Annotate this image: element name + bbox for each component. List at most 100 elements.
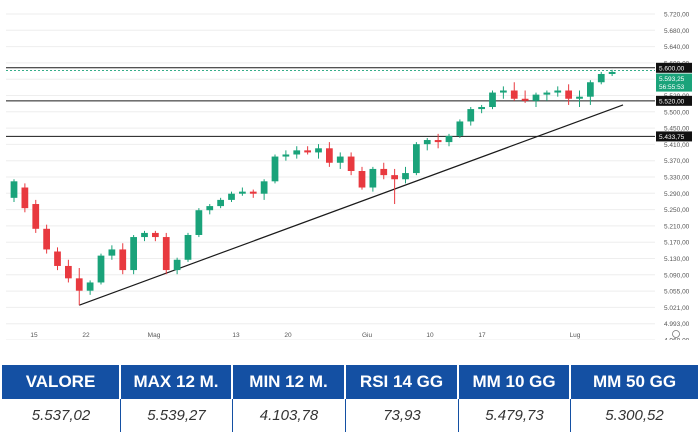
candle-up [228,191,235,202]
y-tick-label: 5.680,00 [664,28,690,35]
grid-lines [6,13,655,340]
candle-up [500,86,507,99]
candle-body [282,154,290,157]
candle-up [413,142,420,176]
y-tick-label: 5.330,00 [664,175,690,182]
price-tag-sublabel: 56:55:53 [659,84,685,91]
level-tag-label: 5.433,75 [659,134,685,141]
y-tick-label: 5.250,00 [664,207,690,214]
stats-value-row: 5.537,02 5.539,27 4.103,78 73,93 5.479,7… [2,399,698,432]
candle-up [587,80,594,105]
candle-body [304,150,311,153]
y-tick-label: 5.290,00 [664,191,690,198]
candle-up [86,280,94,295]
candle-up [369,166,377,192]
candle-up [467,107,475,126]
candle-body [510,90,518,99]
candle-body [467,109,475,122]
candle-body [434,140,442,143]
value-rsi-14gg: 73,93 [346,399,459,432]
level-tag [656,131,692,142]
candle-body [391,175,398,180]
candle-down [43,224,50,254]
candle-down [565,84,572,105]
candlestick-chart: 5.720,005.680,005.640,005.600,005.560,00… [6,12,692,341]
y-tick-label: 5.410,00 [664,142,690,149]
candle-down [32,199,40,233]
y-tick-label: 5.640,00 [664,44,690,51]
candle-body [21,187,29,209]
value-valore: 5.537,02 [2,399,121,432]
candle-up [10,179,18,202]
level-tag [656,95,692,106]
level-tag-label: 5.600,00 [659,65,685,72]
x-tick-label: 10 [426,332,434,339]
header-mm-10gg: MM 10 GG [459,365,571,399]
candle-body [543,92,551,95]
candle-down [358,166,366,190]
x-tick-label: Lug [570,332,581,339]
y-tick-label: 4.993,00 [664,321,690,328]
trendline [79,104,624,306]
x-tick-label: Giu [362,332,373,339]
candle-body [565,90,572,99]
candle-body [239,191,246,194]
candle-down [391,168,398,205]
candle-body [576,96,583,99]
x-axis: 15 22 Mag 13 20 Giu 10 17 Lug [30,330,680,339]
candle-up [97,253,105,285]
price-tag [656,73,692,92]
candle-body [587,82,594,97]
candle-body [141,232,148,238]
candle-body [97,255,105,283]
y-axis: 5.720,005.680,005.640,005.600,005.560,00… [664,12,690,341]
x-tick-label: 22 [82,332,90,339]
candle-body [195,210,203,235]
candle-body [173,259,181,271]
candle-body [532,94,540,101]
candle-body [369,168,377,188]
candle-up [423,137,431,151]
candle-down [162,232,170,275]
y-tick-label: 5.500,00 [664,109,690,116]
header-rsi-14gg: RSI 14 GG [346,365,459,399]
candle-up [217,197,224,209]
candle-up [141,230,148,242]
candle-body [315,148,322,153]
candles [10,69,616,306]
candle-down [304,146,311,155]
candle-up [336,152,344,169]
candle-down [510,82,518,101]
stats-table: VALORE MAX 12 M. MIN 12 M. RSI 14 GG MM … [2,365,698,432]
candle-up [282,150,290,161]
candle-up [543,90,551,101]
candle-up [293,146,301,159]
y-tick-label: 5.130,00 [664,256,690,263]
candle-body [597,73,605,83]
candle-up [239,187,246,196]
candle-up [130,234,137,275]
candle-body [608,71,616,74]
value-max-12m: 5.539,27 [121,399,233,432]
candle-up [554,86,562,97]
candle-up [576,90,583,108]
candle-up [315,144,322,159]
candle-body [402,173,409,180]
candle-up [597,71,605,85]
candle-up [608,69,616,77]
candle-up [456,119,464,138]
candle-up [184,232,192,262]
candle-body [249,191,257,194]
gear-icon [672,330,680,338]
candle-body [130,237,137,271]
x-tick-label: 15 [30,332,38,339]
candle-body [271,156,279,182]
candle-down [326,142,333,167]
candle-body [43,228,50,250]
candle-up [445,133,453,147]
candle-body [456,121,464,136]
candle-down [347,152,355,176]
candle-body [152,232,159,238]
candle-down [65,259,72,283]
